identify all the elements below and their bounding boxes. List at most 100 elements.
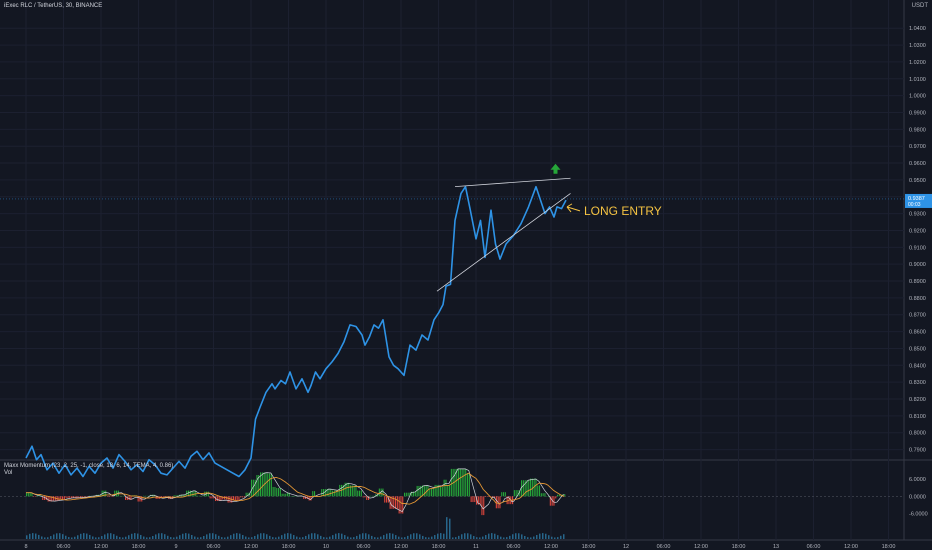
volume-bar [509,535,511,539]
momentum-histogram-bar [522,480,524,497]
x-tick-label: 12:00 [244,544,258,550]
momentum-histogram-bar [103,490,105,497]
volume-bar [146,537,148,539]
volume-bar [536,535,538,539]
momentum-histogram-bar [467,472,469,497]
momentum-histogram-bar [416,485,418,497]
volume-bar [95,537,97,539]
volume-bar [203,535,205,539]
momentum-histogram-bar [418,485,420,497]
momentum-histogram-bar [506,496,508,505]
momentum-histogram-bar [438,484,440,497]
volume-bar [239,533,241,539]
momentum-tick-label: -6.0000 [909,512,928,518]
momentum-histogram-bar [521,480,523,497]
momentum-histogram-bar [121,495,123,497]
volume-bar [44,537,46,539]
momentum-histogram-bar [472,496,474,503]
y-tick-label: 0.8300 [909,380,926,386]
momentum-histogram-bar [564,494,566,497]
volume-bar [500,536,502,539]
volume-bar [518,533,520,539]
volume-indicator-label[interactable]: Vol [4,470,13,476]
momentum-histogram-bar [330,489,332,497]
volume-bar [425,537,427,539]
x-tick-label: 06:00 [807,544,821,550]
volume-bar [92,536,94,539]
volume-bar [341,533,343,539]
momentum-histogram-bar [335,490,337,497]
momentum-histogram-bar [47,496,49,502]
momentum-histogram-bar [362,496,364,498]
volume-bar [50,536,52,539]
x-tick-label: 18:00 [432,544,446,550]
momentum-histogram-bar [143,495,145,497]
volume-bar [77,535,79,539]
volume-bar [356,535,358,539]
y-tick-label: 0.9200 [909,228,926,234]
volume-bar [245,536,247,539]
momentum-histogram-bar [515,490,517,497]
volume-bar [434,535,436,539]
volume-bar [188,533,190,539]
momentum-histogram-bar [62,496,64,500]
volume-bar [293,535,295,539]
momentum-histogram-bar [324,489,326,497]
momentum-histogram-bar [485,496,487,497]
y-tick-label: 0.8500 [909,346,926,352]
momentum-indicator-label[interactable]: Maxx Momentum (23, 2, 25, -1, close, 18,… [4,463,174,469]
momentum-histogram-bar [119,495,121,497]
volume-bar [212,533,214,539]
x-tick-label: 12 [623,544,629,550]
volume-bar [26,535,28,539]
momentum-histogram-bar [434,484,436,497]
volume-bar [455,537,457,539]
volume-bar [419,534,421,539]
momentum-histogram-bar [504,492,506,497]
momentum-histogram-bar [477,496,479,505]
momentum-histogram-bar [459,468,461,497]
volume-bar [443,533,445,539]
volume-bar [224,537,226,539]
momentum-histogram-bar [157,496,159,499]
momentum-signal-line [26,472,565,505]
momentum-histogram-bar [42,496,44,500]
volume-bar [479,537,481,539]
x-tick-label: 18:00 [282,544,296,550]
volume-bar [296,536,298,539]
momentum-histogram-bar [51,496,53,502]
momentum-histogram-bar [211,496,213,499]
momentum-histogram-bar [346,482,348,497]
volume-bar [497,535,499,539]
momentum-histogram-bar [380,488,382,497]
y-tick-label: 1.0000 [909,94,926,100]
momentum-histogram-bar [126,496,128,500]
volume-bar [524,535,526,539]
momentum-histogram-bar [137,496,139,502]
momentum-histogram-bar [470,496,472,503]
momentum-histogram-bar [557,494,559,497]
upper-trendline [454,177,571,188]
y-tick-label: 1.0100 [909,77,926,83]
symbol-title: iExec RLC / TetherUS, 30, BINANCE [4,3,103,9]
volume-bar [200,537,202,539]
volume-bar [548,535,550,539]
volume-bar [119,537,121,539]
volume-bar [398,536,400,539]
volume-bar [389,533,391,539]
volume-bar [104,534,106,539]
volume-bar [281,535,283,539]
momentum-histogram-bar [216,496,218,502]
volume-bar [230,535,232,539]
volume-bar [353,537,355,539]
volume-bar [347,536,349,539]
momentum-histogram-bar [481,496,483,516]
momentum-histogram-bar [537,485,539,497]
x-tick-label: 18:00 [882,544,896,550]
volume-bar [218,535,220,539]
volume-bar [89,534,91,539]
momentum-histogram-bar [148,495,150,497]
volume-bar [254,535,256,539]
x-tick-label: 06:00 [507,544,521,550]
